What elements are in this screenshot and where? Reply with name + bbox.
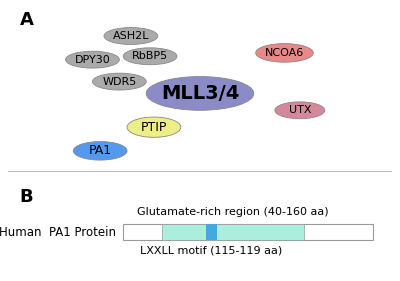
Text: PTIP: PTIP	[141, 121, 167, 134]
Ellipse shape	[73, 142, 127, 160]
Text: LXXLL motif (115-119 aa): LXXLL motif (115-119 aa)	[140, 246, 283, 256]
Ellipse shape	[146, 76, 254, 110]
Text: PA1: PA1	[88, 144, 112, 157]
Bar	[162, 225, 304, 241]
Text: B: B	[20, 188, 33, 206]
Ellipse shape	[256, 44, 313, 62]
Text: UTX: UTX	[288, 105, 311, 115]
Ellipse shape	[275, 102, 325, 119]
Ellipse shape	[92, 73, 146, 90]
Text: Human  PA1 Protein: Human PA1 Protein	[0, 226, 116, 239]
Text: ASH2L: ASH2L	[113, 31, 149, 41]
Bar	[123, 225, 373, 241]
Text: MLL3/4: MLL3/4	[161, 84, 239, 103]
Text: DPY30: DPY30	[75, 55, 110, 65]
Ellipse shape	[127, 117, 181, 137]
Ellipse shape	[104, 28, 158, 44]
Text: NCOA6: NCOA6	[265, 48, 304, 58]
Bar	[206, 225, 217, 241]
Text: A: A	[20, 11, 33, 29]
Text: RbBP5: RbBP5	[132, 51, 168, 61]
Text: Glutamate-rich region (40-160 aa): Glutamate-rich region (40-160 aa)	[137, 207, 328, 217]
Ellipse shape	[66, 51, 119, 68]
Text: WDR5: WDR5	[102, 77, 136, 87]
Ellipse shape	[123, 48, 177, 65]
